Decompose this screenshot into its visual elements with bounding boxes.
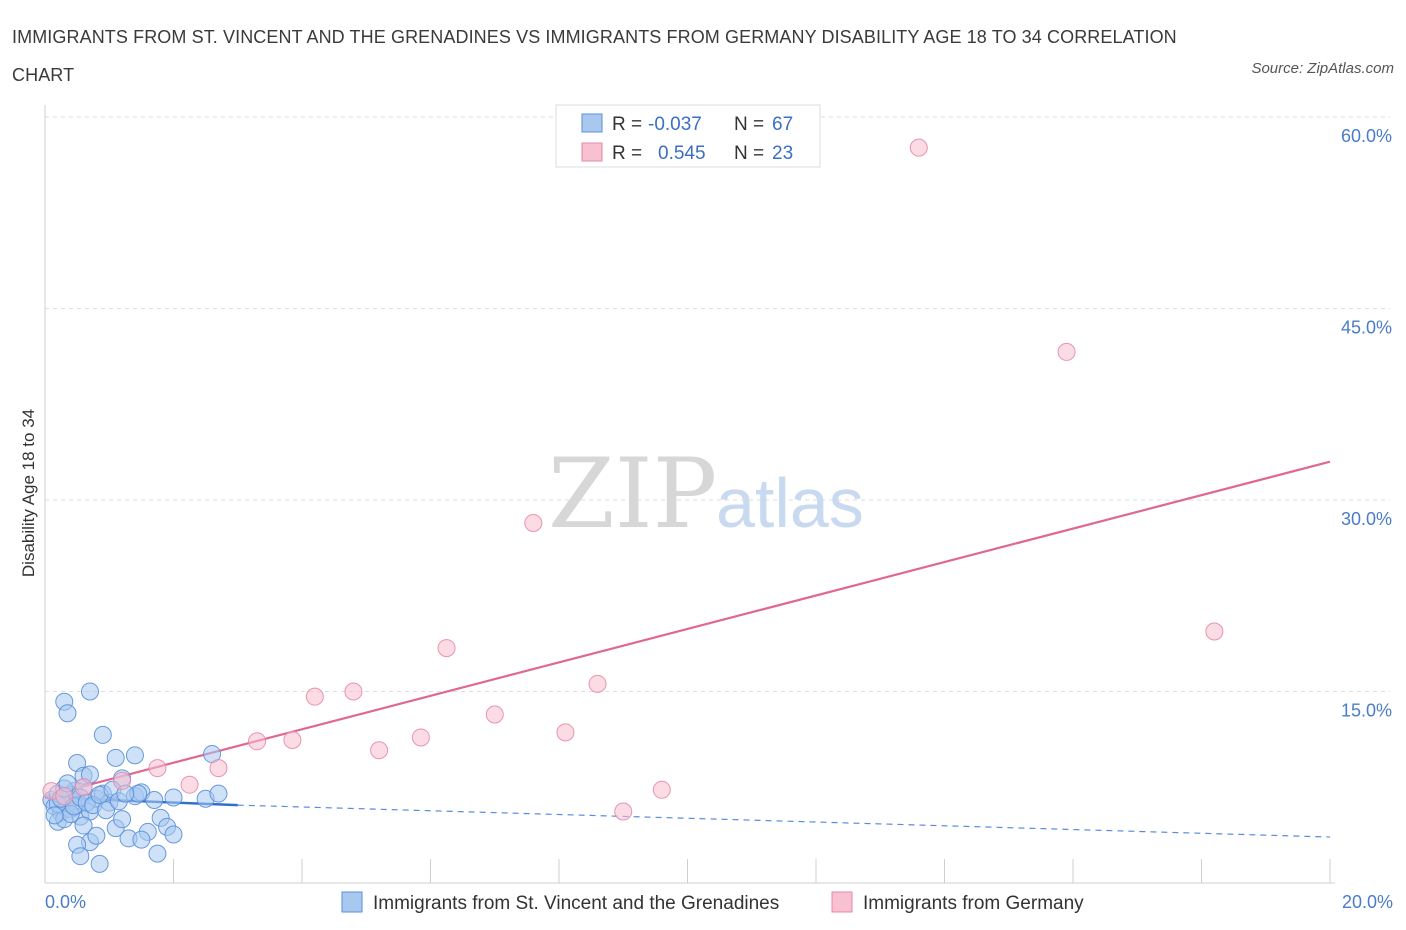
pink-data-point [588,674,607,693]
blue-data-point [90,854,109,873]
blue-data-point [164,825,183,844]
blue-data-point [45,806,64,825]
legend-n-label-2: N = [734,143,764,164]
axis-layer: 15.0% 30.0% 45.0% 60.0% 0.0% 20.0% [44,105,1393,912]
legend-swatch-blue [581,113,603,133]
pink-data-point [180,775,199,794]
series-legend-label-pink: Immigrants from Germany [863,893,1084,914]
blue-data-point [148,844,167,863]
legend-n-label-1: N = [734,114,764,135]
x-tick-label-end: 20.0% [1342,892,1393,912]
pink-data-point [209,759,228,778]
watermark-atlas: atlas [716,464,864,542]
pink-data-point [1205,622,1224,641]
legend-r-value-1: -0.037 [648,114,702,135]
pink-data-point [614,802,633,821]
blue-data-point [145,791,164,810]
y-tick-label: 45.0% [1341,318,1392,338]
blue-data-point [58,704,77,723]
legend-r-label-2: R = [612,143,642,164]
y-tick-label: 30.0% [1341,509,1392,529]
pink-data-point [370,741,389,760]
correlation-legend: R = -0.037 N = 67 R = 0.545 N = 23 [555,104,821,168]
pink-data-point [524,513,543,532]
series-legend-swatch-pink [831,891,853,913]
blue-data-point [106,748,125,767]
series-legend: Immigrants from St. Vincent and the Gren… [341,891,1084,914]
pink-data-point [556,723,575,742]
blue-data-point [97,801,116,820]
pink-data-point [437,639,456,658]
pink-data-point [248,732,267,751]
points-layer [42,138,1224,873]
pink-data-point [305,687,324,706]
blue-data-point [132,830,151,849]
pink-data-point [55,787,74,806]
pink-data-point [652,780,671,799]
blue-data-point [74,816,93,835]
pink-data-point [148,759,167,778]
legend-r-label-1: R = [612,114,642,135]
pink-data-point [411,728,430,747]
blue-data-point [164,788,183,807]
pink-data-point [909,138,928,157]
legend-n-value-2: 23 [772,143,793,164]
pink-data-point [74,778,93,797]
blue-data-point [93,725,112,744]
legend-n-value-1: 67 [772,114,793,135]
series-legend-swatch-blue [341,891,363,913]
blue-data-point [125,746,144,765]
y-axis-label: Disability Age 18 to 34 [19,409,38,577]
pink-data-point [485,705,504,724]
chart-title: IMMIGRANTS FROM ST. VINCENT AND THE GREN… [12,27,1177,85]
series-legend-label-blue: Immigrants from St. Vincent and the Gren… [373,893,779,914]
source-label: Source: ZipAtlas.com [1251,60,1394,77]
blue-trend-line-dashed [237,804,1331,838]
pink-data-point [1057,342,1076,361]
pink-data-point [113,771,132,790]
blue-data-point [87,826,106,845]
y-tick-label: 60.0% [1341,126,1392,146]
blue-data-point [113,810,132,829]
blue-data-point [80,682,99,701]
legend-r-value-2: 0.545 [658,143,706,164]
blue-data-point [209,784,228,803]
watermark-zip: ZIP [548,438,717,550]
grid-layer [45,116,1390,692]
legend-swatch-pink [581,142,603,162]
y-tick-label: 15.0% [1341,701,1392,721]
pink-data-point [283,731,302,750]
pink-data-point [344,682,363,701]
blue-data-point [71,847,90,866]
x-tick-label-start: 0.0% [45,892,86,912]
watermark: ZIP atlas [548,438,864,550]
